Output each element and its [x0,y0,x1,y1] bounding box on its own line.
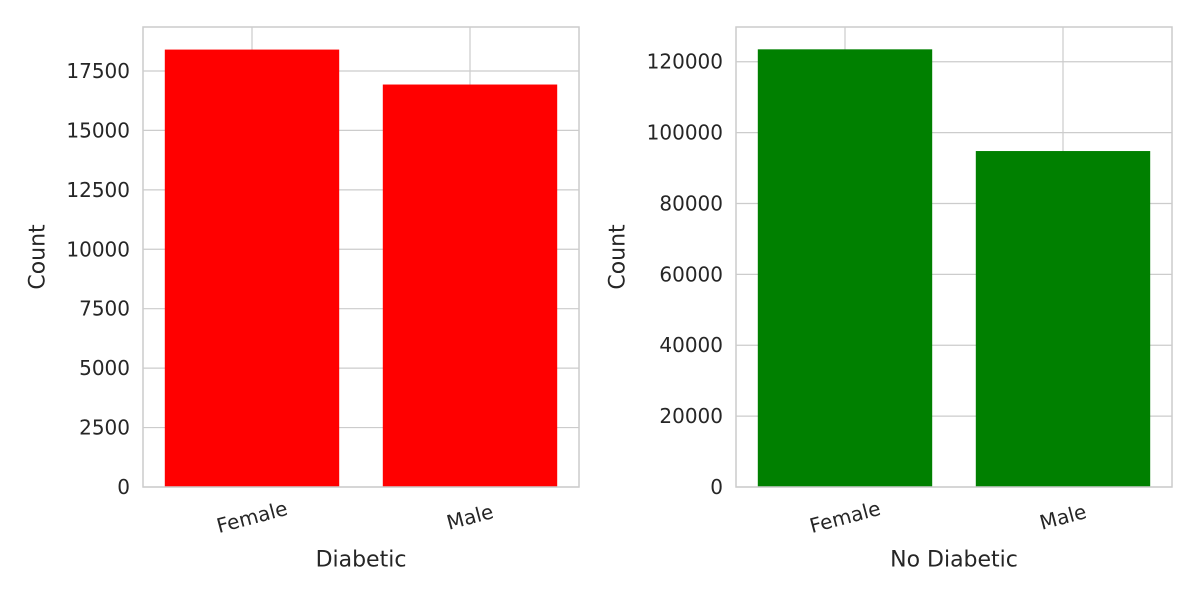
y-tick-label: 5000 [79,356,130,380]
x-tick-label-male: Male [1037,499,1089,534]
chart-diabetic: 0 2500 5000 7500 10000 12500 15000 17500 Female M… [26,26,580,573]
plot-frame [142,26,580,488]
y-tick-label: 100000 [647,121,723,145]
y-tick-label: 60000 [659,262,723,286]
bar-female [164,49,340,487]
bar-female [757,49,933,487]
y-axis-label: Count [606,224,631,290]
y-tick-label: 0 [710,475,723,499]
y-tick-label: 17500 [66,59,130,83]
x-tick-label-female: Female [214,496,290,538]
y-tick-label: 7500 [79,297,130,321]
bar-male [382,84,558,487]
y-tick-label: 120000 [647,50,723,74]
y-tick-label: 2500 [79,416,130,440]
x-axis-label: Diabetic [316,548,407,573]
plot-frame [735,26,1173,488]
x-axis-label: No Diabetic [890,548,1018,573]
y-tick-label: 12500 [66,178,130,202]
y-tick-label: 15000 [66,118,130,142]
y-axis-label: Count [26,224,51,290]
bar-male [975,151,1151,487]
chart-no-diabetic: 0 20000 40000 60000 80000 100000 120000 Female M… [606,26,1173,573]
y-tick-label: 40000 [659,333,723,357]
y-tick-label: 80000 [659,191,723,215]
y-tick-label: 10000 [66,237,130,261]
x-tick-label-female: Female [807,496,883,538]
x-tick-label-male: Male [444,499,496,534]
y-tick-label: 20000 [659,404,723,428]
y-tick-label: 0 [117,475,130,499]
